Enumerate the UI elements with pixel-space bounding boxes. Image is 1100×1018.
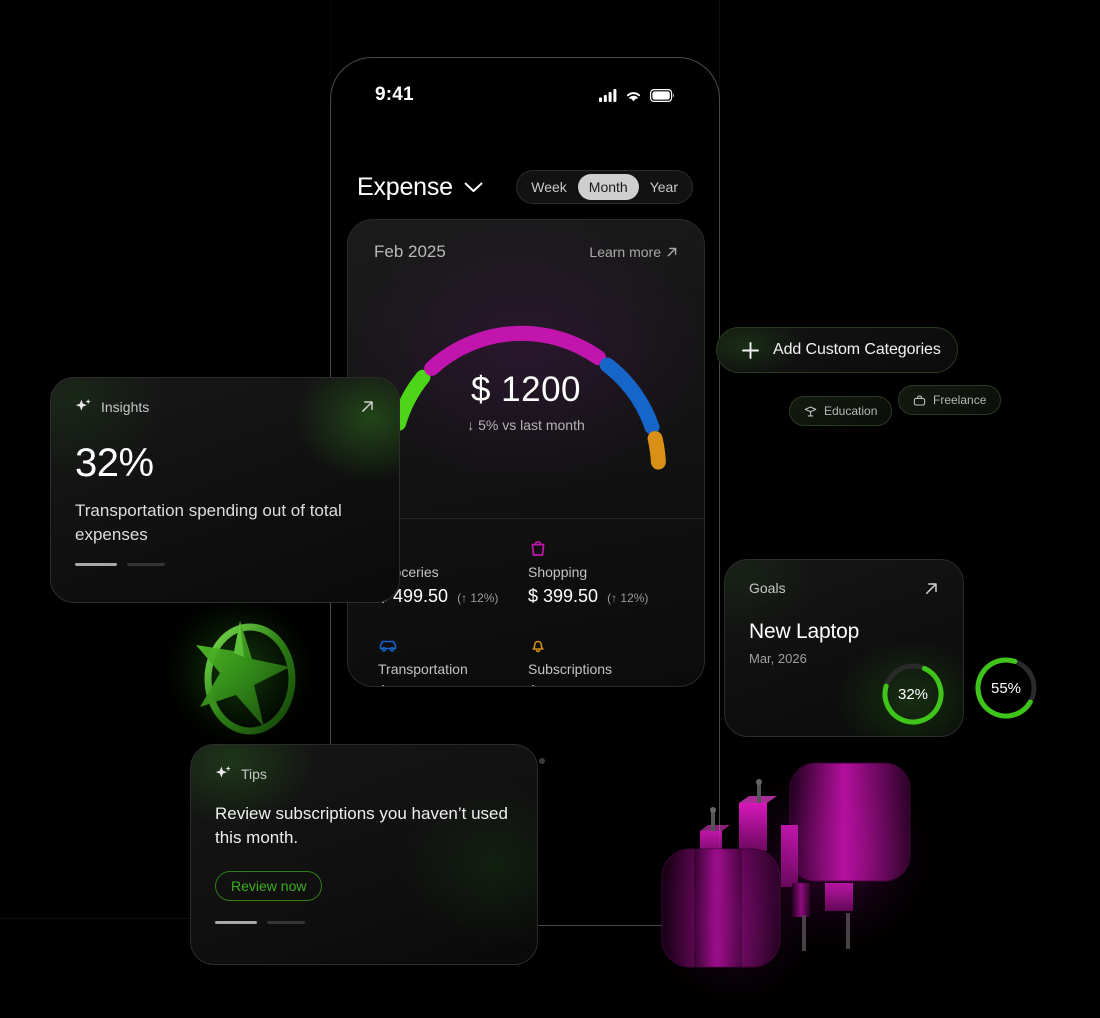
arrow-up-right-icon[interactable] xyxy=(924,581,939,596)
decorative-3d-star xyxy=(164,595,318,753)
sparkle-icon xyxy=(215,766,231,778)
period-segmented-control[interactable]: Week Month Year xyxy=(516,170,693,204)
category-item-shopping[interactable]: Shopping $ 399.50 (↑ 12%) xyxy=(528,536,678,607)
expense-gauge-chart: $ 1200 ↓ 5% vs last month xyxy=(348,272,704,482)
category-delta: (↑ 12%) xyxy=(607,591,649,605)
pager-bar[interactable] xyxy=(127,563,165,567)
bell-icon xyxy=(528,633,678,655)
goal-title: New Laptop xyxy=(749,620,860,643)
basket-icon xyxy=(378,536,528,558)
standalone-progress-value: 55% xyxy=(990,679,1022,697)
status-bar: 9:41 xyxy=(331,80,719,110)
tips-card[interactable]: Tips Review subscriptions you haven’t us… xyxy=(190,744,538,965)
chip-label: Freelance xyxy=(933,393,987,407)
category-amount: $ 299.50 xyxy=(528,683,598,686)
gauge-segment-subscriptions xyxy=(647,431,666,470)
learn-more-label: Learn more xyxy=(589,244,661,260)
plus-icon xyxy=(742,341,759,359)
battery-icon xyxy=(650,88,675,102)
pagination-dot[interactable] xyxy=(539,758,545,764)
tips-label: Tips xyxy=(241,765,267,782)
category-grid: Groceries $ 499.50 (↑ 12%) Shopping xyxy=(348,536,704,686)
insights-card[interactable]: Insights 32% Transportation spending out… xyxy=(50,377,400,603)
briefcase-icon xyxy=(913,395,926,406)
goal-progress-value: 32% xyxy=(897,685,929,703)
category-chip-education[interactable]: Education xyxy=(789,396,893,426)
expense-header: Expense Week Month Year xyxy=(331,170,719,204)
card-divider xyxy=(348,518,704,519)
add-custom-categories-label: Add Custom Categories xyxy=(773,341,941,358)
arrow-up-right-icon[interactable] xyxy=(360,399,375,414)
insights-pager[interactable] xyxy=(51,547,399,567)
expense-total-amount: $ 1200 xyxy=(470,370,582,409)
chevron-down-icon xyxy=(464,182,483,192)
car-icon xyxy=(378,633,528,655)
expense-change-label: ↓ 5% vs last month xyxy=(467,417,585,433)
tab-week[interactable]: Week xyxy=(531,179,567,195)
pager-bar-active[interactable] xyxy=(75,563,117,567)
cellular-bars-icon xyxy=(599,88,617,102)
category-amount: $ 399.50 xyxy=(528,586,599,606)
insights-label: Insights xyxy=(101,398,150,415)
learn-more-link[interactable]: Learn more xyxy=(589,244,678,260)
gauge-segment-shopping xyxy=(424,325,607,376)
goals-card[interactable]: Goals New Laptop Mar, 2026 32% xyxy=(724,559,964,737)
category-delta: (↑ 12%) xyxy=(457,591,499,605)
arrow-up-right-icon xyxy=(667,247,677,257)
category-name: Shopping xyxy=(528,564,588,580)
expense-month-label: Feb 2025 xyxy=(374,242,446,261)
goal-date: Mar, 2026 xyxy=(749,651,807,666)
standalone-progress-ring: 55% xyxy=(972,654,1040,722)
pager-bar[interactable] xyxy=(267,920,305,924)
category-item-groceries[interactable]: Groceries $ 499.50 (↑ 12%) xyxy=(378,536,528,607)
category-item-subscriptions[interactable]: Subscriptions $ 299.50 (↑ 05%) xyxy=(528,633,678,686)
pager-bar-active[interactable] xyxy=(215,920,257,924)
graduation-cap-icon xyxy=(804,405,817,416)
chip-label: Education xyxy=(824,404,878,418)
category-name: Transportation xyxy=(378,661,468,677)
tab-month[interactable]: Month xyxy=(577,174,639,200)
tips-text: Review subscriptions you haven’t used th… xyxy=(215,804,508,848)
add-custom-categories-button[interactable]: Add Custom Categories xyxy=(716,327,958,373)
gauge-segment-transportation xyxy=(599,357,660,435)
sparkle-icon xyxy=(75,399,91,411)
wifi-icon xyxy=(626,91,641,101)
shopping-bag-icon xyxy=(528,536,678,558)
review-now-button[interactable]: Review now xyxy=(215,870,323,901)
expense-type-selector[interactable]: Expense xyxy=(357,173,483,202)
tab-year[interactable]: Year xyxy=(649,179,678,195)
category-name: Subscriptions xyxy=(528,661,613,677)
goal-progress-ring: 32% xyxy=(879,660,947,728)
category-name: Groceries xyxy=(378,564,439,580)
insights-value: 32% xyxy=(75,441,154,485)
category-item-transportation[interactable]: Transportation $ 199.50 (↑ 12%) xyxy=(378,633,528,686)
goals-label: Goals xyxy=(749,580,786,596)
tips-pager[interactable] xyxy=(191,901,537,924)
page-title: Expense xyxy=(357,172,453,201)
category-amount: $ 199.50 xyxy=(378,683,448,686)
category-chip-freelance[interactable]: Freelance xyxy=(898,385,1002,415)
expense-summary-card: Feb 2025 Learn more $ 1200 xyxy=(347,219,705,687)
status-time: 9:41 xyxy=(375,84,414,105)
insights-description: Transportation spending out of total exp… xyxy=(75,501,342,545)
